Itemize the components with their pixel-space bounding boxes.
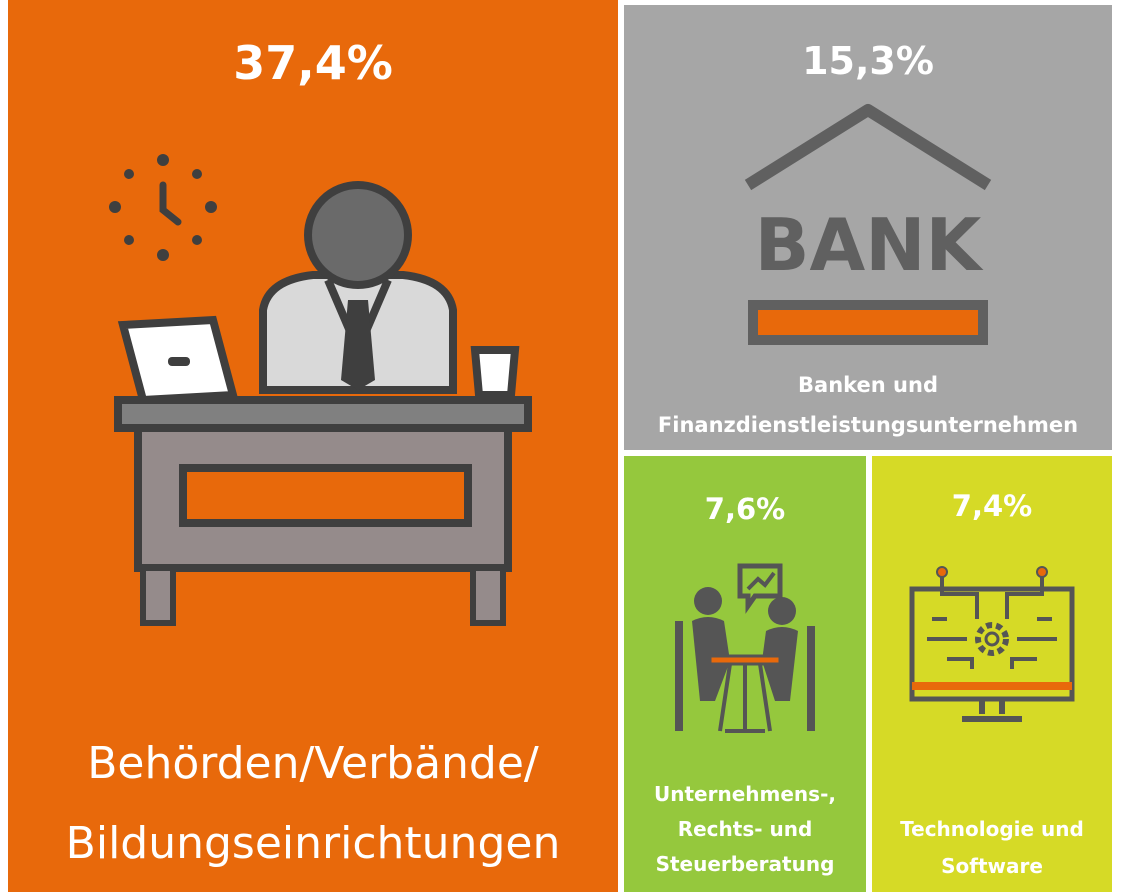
icon-text: BANK [755, 203, 984, 287]
tile-label: Banken und [798, 373, 938, 397]
tile-value: 15,3% [802, 39, 934, 83]
tile-authorities: 37,4% Behörden/Verbände/ Bildungseinrich… [8, 0, 618, 892]
tile-label: Software [941, 854, 1043, 878]
tile-value: 7,4% [951, 489, 1033, 523]
tile-label: Steuerberatung [655, 852, 835, 876]
icon-meeting [675, 563, 815, 733]
tile-label: Finanzdienstleistungsunternehmen [657, 413, 1079, 437]
icon-computer [909, 566, 1075, 722]
tile-technology: 7,4% Technologie und Software [872, 456, 1112, 892]
icon-bank: BANK [744, 104, 992, 345]
icon-desk [109, 154, 532, 626]
tile-label: Behörden/Verbände/ [87, 738, 539, 789]
tile-label: Rechts- und [677, 817, 813, 841]
tile-banks: 15,3% BANK Banken und Finanzdienstleistu… [624, 5, 1112, 450]
tile-label: Technologie und [900, 817, 1084, 841]
tile-label: Unternehmens-, [654, 782, 836, 806]
tile-consulting: 7,6% Unternehmens-, Rechts- und Steuerbe… [624, 456, 866, 892]
tile-value: 37,4% [233, 36, 393, 90]
tile-label: Bildungseinrichtungen [65, 818, 561, 869]
tile-value: 7,6% [704, 492, 786, 526]
